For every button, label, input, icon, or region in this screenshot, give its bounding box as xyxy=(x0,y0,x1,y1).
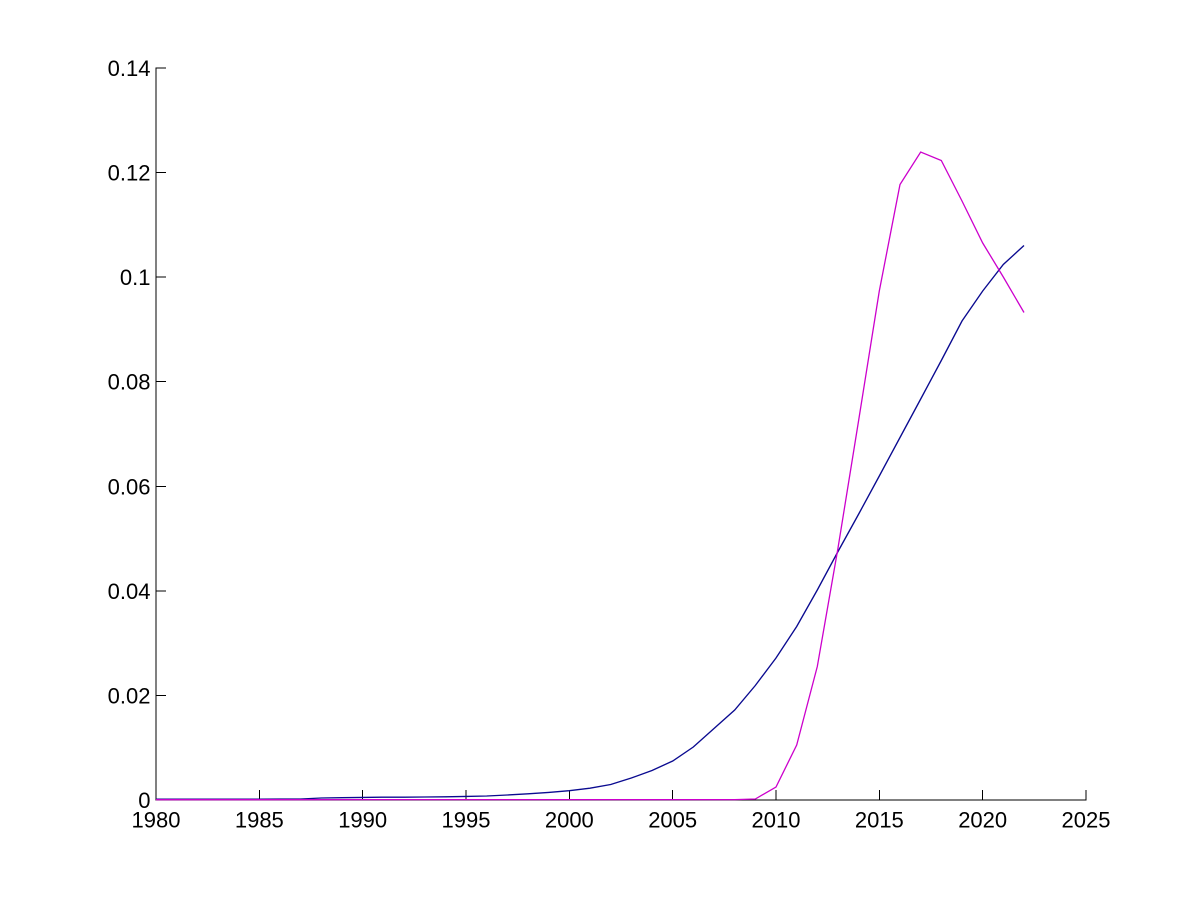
svg-text:2005: 2005 xyxy=(648,808,697,833)
svg-text:0.06: 0.06 xyxy=(108,474,151,499)
svg-text:2010: 2010 xyxy=(752,808,801,833)
svg-text:2020: 2020 xyxy=(958,808,1007,833)
svg-text:0.04: 0.04 xyxy=(108,579,151,604)
svg-text:0.02: 0.02 xyxy=(108,683,151,708)
svg-text:2015: 2015 xyxy=(855,808,904,833)
svg-text:1985: 1985 xyxy=(235,808,284,833)
svg-text:1995: 1995 xyxy=(442,808,491,833)
svg-text:1990: 1990 xyxy=(338,808,387,833)
svg-text:0: 0 xyxy=(138,788,150,813)
svg-text:2000: 2000 xyxy=(545,808,594,833)
svg-text:0.14: 0.14 xyxy=(108,56,151,81)
svg-text:2025: 2025 xyxy=(1062,808,1111,833)
svg-text:1980: 1980 xyxy=(132,808,181,833)
svg-text:0.12: 0.12 xyxy=(108,161,151,186)
svg-text:0.08: 0.08 xyxy=(108,370,151,395)
svg-text:0.1: 0.1 xyxy=(120,265,151,290)
